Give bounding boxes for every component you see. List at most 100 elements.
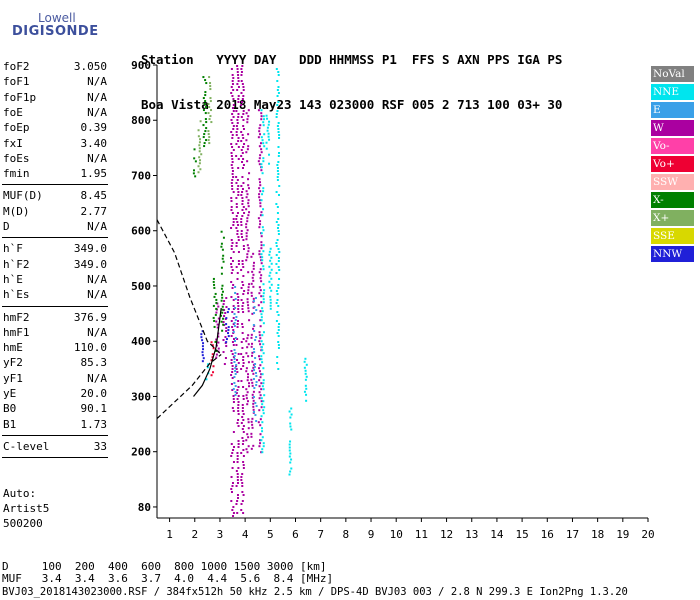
legend-item: NoVal [651,66,694,82]
echo-point [236,500,239,502]
echo-point [223,363,226,366]
echo-point [269,259,272,262]
echo-point [241,485,244,487]
echo-point [203,103,206,106]
echo-point [240,269,243,271]
echo-point [236,293,239,295]
echo-point [202,348,205,351]
echo-point [232,77,235,79]
echo-point [234,390,237,393]
echo-point [236,278,239,280]
echo-point [237,116,240,118]
echo-point [242,440,245,442]
echo-point [235,344,238,346]
echo-point [260,118,263,121]
echo-point [247,271,250,274]
echo-point [245,226,248,229]
echo-point [242,356,245,358]
echo-point [262,367,265,370]
echo-point [260,211,263,214]
echo-point [236,338,239,340]
echo-point [230,272,233,274]
echo-point [258,334,261,337]
echo-point [232,330,235,333]
legend-item: X+ [651,210,694,226]
echo-point [252,399,255,402]
echo-point [230,200,233,202]
param-name: yE [3,387,17,400]
echo-point [241,236,244,238]
echo-point [231,467,234,469]
echo-point [250,354,253,357]
param-name: MUF(D) [3,189,43,203]
echo-point [230,206,233,208]
echo-point [261,310,264,313]
echo-point [231,161,234,163]
echo-point [289,440,292,443]
echo-point [252,372,255,375]
echo-point [243,212,246,214]
echo-point [248,172,251,175]
legend-item: NNW [651,246,694,262]
echo-point [262,442,265,445]
echo-point [247,250,250,253]
echo-point [231,179,234,181]
echo-point [289,461,292,464]
param-value: N/A [87,272,107,286]
echo-point [247,247,250,250]
echo-point [263,133,266,136]
echo-point [275,203,278,205]
param-value: 110.0 [73,341,107,355]
echo-point [262,331,265,334]
echo-point [230,296,233,298]
echo-point [275,221,278,223]
echo-point [252,405,255,408]
echo-point [258,292,261,295]
echo-point [266,129,269,132]
echo-point [251,384,254,387]
echo-point [250,432,253,435]
echo-point [243,143,246,145]
echo-point [241,308,244,310]
param-value: 376.9 [73,310,107,324]
echo-point [230,257,233,259]
echo-point [236,323,239,325]
param-name: foF2 [3,60,30,73]
echo-point [232,299,235,301]
echo-point [275,263,278,265]
echo-point [200,153,203,156]
echo-point [237,395,240,397]
echo-point [230,374,233,376]
param-value: 349.0 [73,257,107,271]
echo-point [246,403,249,406]
echo-point [236,71,239,73]
echo-point [277,92,280,94]
echo-point [242,266,245,268]
echo-point [225,345,228,348]
echo-point [242,89,245,91]
echo-point [232,387,235,390]
echo-point [235,206,238,208]
echo-point [250,447,253,450]
echo-point [290,413,293,416]
echo-point [257,421,260,424]
echo-point [231,365,234,367]
echo-point [262,268,265,271]
echo-point [270,262,273,265]
echo-point [236,89,239,91]
echo-point [278,134,281,136]
echo-point [231,83,234,85]
echo-point [258,187,261,190]
echo-point [230,143,233,145]
echo-point [250,294,253,297]
echo-point [213,286,216,289]
echo-point [235,266,238,268]
echo-point [230,155,233,157]
echo-point [246,244,249,247]
echo-point [246,193,249,196]
echo-point [209,85,212,88]
echo-point [210,359,213,362]
echo-point [235,365,238,367]
echo-point [288,446,291,449]
echo-point [253,330,256,333]
